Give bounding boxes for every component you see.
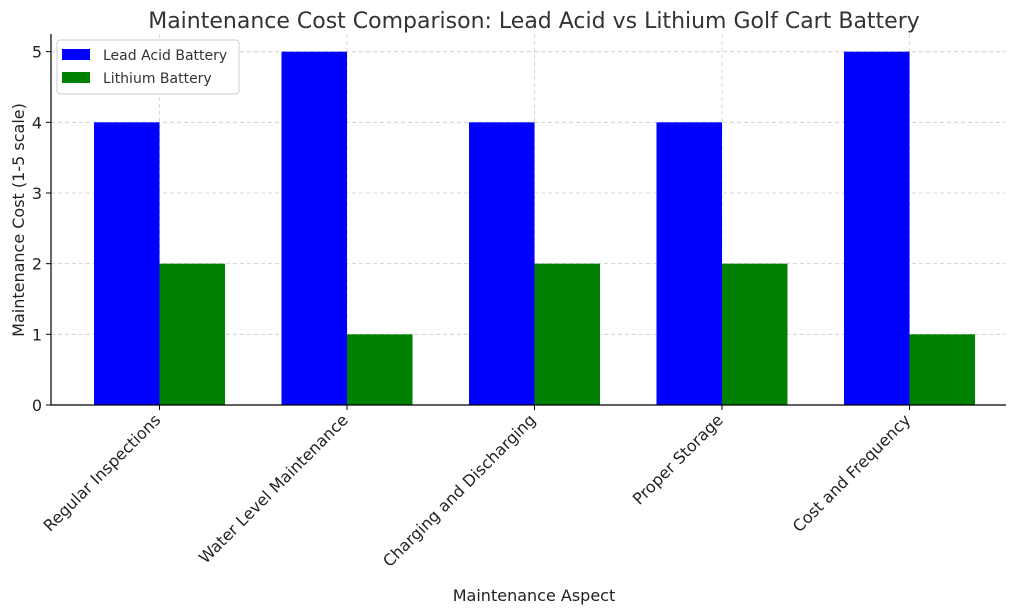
bar-lead-acid-1 [281, 51, 347, 406]
bar-lithium-4 [909, 334, 975, 405]
bar-lithium-2 [534, 263, 600, 405]
x-tick-label: Cost and Frequency [789, 410, 915, 536]
legend-label-lead-acid: Lead Acid Battery [103, 48, 227, 64]
legend-swatch-lead-acid [62, 49, 90, 60]
legend-swatch-lithium [62, 72, 90, 83]
bar-lead-acid-2 [469, 122, 535, 405]
y-tick-label: 2 [32, 255, 42, 274]
x-tick-label: Proper Storage [629, 410, 727, 508]
bar-lithium-1 [347, 334, 413, 405]
y-tick-label: 0 [32, 396, 42, 415]
x-axis-label: Maintenance Aspect [453, 586, 615, 605]
bar-lithium-0 [159, 263, 225, 405]
bar-lithium-3 [722, 263, 788, 405]
chart-title: Maintenance Cost Comparison: Lead Acid v… [148, 9, 920, 34]
legend-label-lithium: Lithium Battery [103, 71, 212, 87]
bars [94, 51, 975, 406]
bar-lead-acid-4 [844, 51, 910, 406]
x-ticks: Regular Inspections Water Level Maintenan… [40, 405, 915, 571]
legend-box [56, 39, 240, 95]
y-tick-label: 5 [32, 43, 42, 62]
y-tick-label: 3 [32, 184, 42, 203]
y-axis-label: Maintenance Cost (1-5 scale) [9, 103, 28, 337]
y-tick-label: 1 [32, 325, 42, 344]
y-tick-label: 4 [32, 113, 42, 132]
y-ticks: 0 1 2 3 4 5 [32, 43, 51, 415]
axes [50, 34, 1006, 406]
x-tick-label: Charging and Discharging [379, 410, 539, 570]
bar-lead-acid-0 [94, 122, 160, 405]
legend: Lead Acid Battery Lithium Battery [56, 39, 240, 95]
x-tick-label: Regular Inspections [40, 410, 165, 535]
x-tick-label: Water Level Maintenance [195, 410, 352, 567]
bar-lead-acid-3 [656, 122, 722, 405]
